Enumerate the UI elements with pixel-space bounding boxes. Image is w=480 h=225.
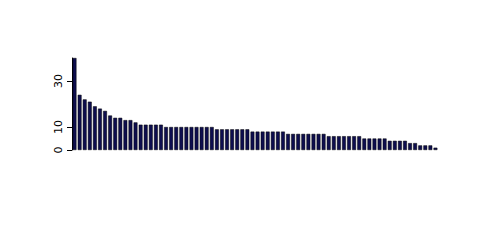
svg-text:10: 10 (52, 120, 65, 134)
svg-text:30: 30 (52, 74, 65, 88)
svg-text:0: 0 (52, 147, 65, 154)
